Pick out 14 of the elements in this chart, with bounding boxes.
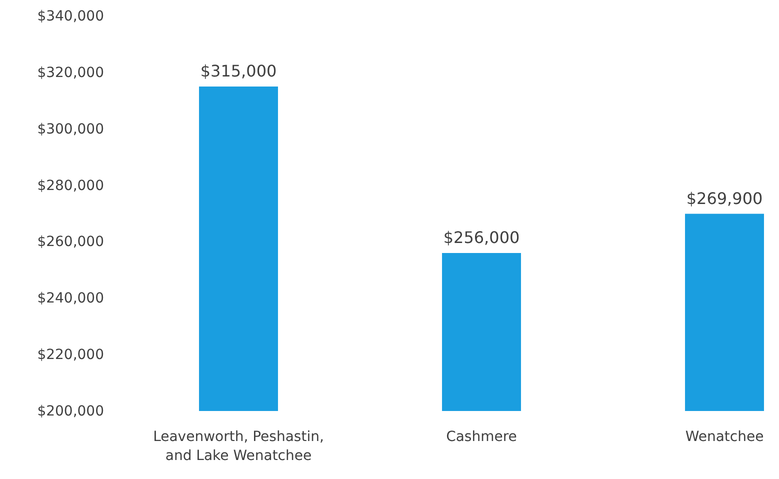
x-tick-label: Wenatchee <box>685 429 764 445</box>
data-label: $256,000 <box>443 228 520 247</box>
data-label: $269,900 <box>686 188 763 208</box>
y-tick-label: $300,000 <box>37 121 104 138</box>
y-tick-label: $340,000 <box>37 8 104 24</box>
y-tick-label: $280,000 <box>37 178 104 194</box>
y-tick-label: $260,000 <box>37 234 104 250</box>
x-tick-label: Cashmere <box>446 429 517 445</box>
x-tick-label: Leavenworth, Peshastin, and Lake Wenatchee <box>153 429 324 464</box>
y-tick-label: $240,000 <box>37 290 104 307</box>
y-tick-label: $220,000 <box>37 347 104 364</box>
data-label: $315,000 <box>200 62 277 81</box>
y-tick-label: $200,000 <box>37 403 104 420</box>
y-tick-label: $320,000 <box>37 64 104 81</box>
